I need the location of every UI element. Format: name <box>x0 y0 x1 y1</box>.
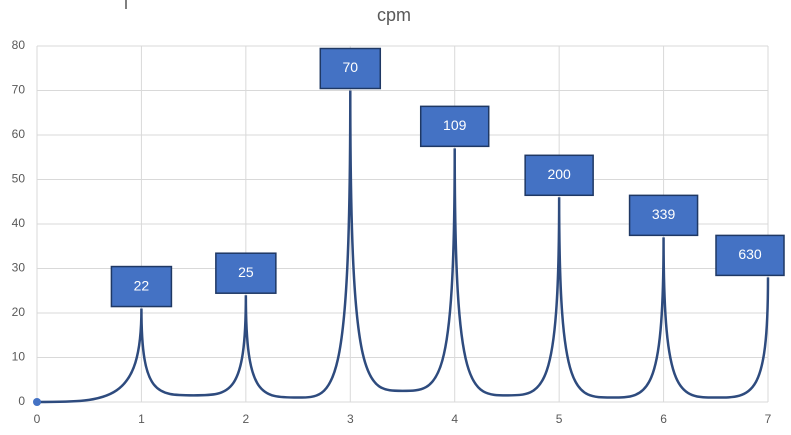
y-tick-label: 50 <box>12 172 26 186</box>
data-label: 70 <box>342 59 358 75</box>
y-tick-label: 80 <box>12 38 26 52</box>
label-box <box>715 234 785 277</box>
x-tick-label: 2 <box>243 412 250 426</box>
y-tick-label: 10 <box>12 350 26 364</box>
data-label: 630 <box>738 246 762 262</box>
y-tick-label: 60 <box>12 127 26 141</box>
label-box <box>419 105 490 148</box>
label-box <box>215 252 277 294</box>
data-label: 25 <box>238 264 254 280</box>
chart-title: cpm <box>377 5 411 25</box>
data-label: 200 <box>547 166 571 182</box>
x-tick-label: 5 <box>556 412 563 426</box>
label-box <box>110 265 173 308</box>
y-tick-label: 0 <box>18 394 25 408</box>
label-box <box>319 47 382 90</box>
data-label: 109 <box>443 117 467 133</box>
x-tick-label: 3 <box>347 412 354 426</box>
series-line <box>36 90 770 404</box>
x-tick-label: 1 <box>138 412 145 426</box>
y-tick-label: 30 <box>12 261 26 275</box>
data-label: 22 <box>134 277 150 293</box>
x-tick-label: 7 <box>765 412 772 426</box>
y-tick-label: 20 <box>12 305 26 319</box>
x-tick-label: 4 <box>451 412 458 426</box>
x-tick-label: 6 <box>660 412 667 426</box>
label-box <box>524 154 594 197</box>
point <box>33 398 41 406</box>
y-tick-label: 40 <box>12 216 26 230</box>
label-box <box>628 194 699 237</box>
y-tick-label: 70 <box>12 83 26 97</box>
data-label: 339 <box>652 206 676 222</box>
x-tick-label: 0 <box>34 412 41 426</box>
